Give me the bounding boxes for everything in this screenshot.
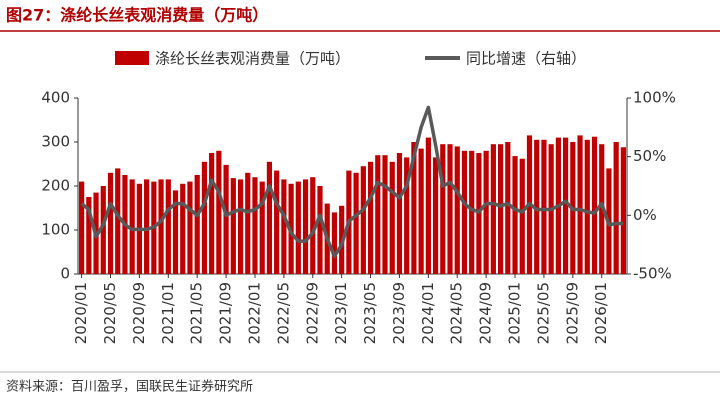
- bar: [172, 190, 179, 274]
- bar: [584, 139, 590, 274]
- bar: [389, 161, 395, 274]
- x-tick-label: 2025/01: [506, 282, 524, 344]
- bar: [461, 150, 468, 274]
- bar: [86, 197, 92, 274]
- bar: [512, 156, 518, 274]
- bar: [505, 142, 511, 274]
- bar: [201, 161, 208, 274]
- bar: [281, 179, 287, 274]
- bar: [577, 135, 583, 274]
- bar: [237, 179, 244, 274]
- bar: [360, 166, 366, 274]
- bar: [490, 144, 496, 274]
- bar: [144, 179, 150, 274]
- x-tick-label: 2022/01: [245, 282, 263, 344]
- bar: [562, 137, 569, 274]
- legend-swatch: [115, 51, 149, 65]
- bar: [353, 172, 359, 274]
- x-tick-label: 2023/05: [361, 282, 379, 344]
- bar: [302, 179, 309, 274]
- bar: [180, 183, 186, 274]
- y-tick-label: 0: [60, 265, 70, 283]
- bar: [187, 181, 193, 274]
- bar: [274, 170, 280, 274]
- bar: [418, 148, 424, 274]
- y-tick-label: 400: [41, 89, 70, 107]
- bar: [454, 146, 460, 274]
- x-tick-label: 2024/05: [448, 282, 466, 344]
- y2-tick-label: 50%: [633, 147, 666, 165]
- line: [80, 105, 624, 259]
- x-tick-label: 2020/05: [101, 282, 119, 344]
- bar: [425, 137, 431, 274]
- bar: [259, 181, 265, 274]
- bar: [331, 212, 338, 274]
- bar: [375, 155, 381, 274]
- y-tick-label: 100: [41, 221, 70, 239]
- bar: [245, 172, 251, 274]
- bar: [295, 181, 301, 274]
- bar: [469, 150, 475, 274]
- bar: [252, 177, 258, 274]
- x-tick-label: 2021/01: [159, 282, 177, 344]
- bar: [266, 161, 273, 274]
- x-tick-label: 2025/09: [563, 282, 581, 344]
- bar: [317, 186, 323, 274]
- x-tick-label: 2024/01: [419, 282, 437, 344]
- bar: [483, 150, 489, 274]
- bar: [432, 157, 439, 274]
- y-tick-label: 300: [41, 133, 70, 151]
- bar: [216, 150, 222, 274]
- bar: [100, 186, 106, 274]
- x-tick-label: 2023/01: [332, 282, 350, 344]
- bar: [158, 179, 164, 274]
- bar: [541, 139, 547, 274]
- bar: [129, 179, 135, 274]
- bar: [447, 144, 453, 274]
- x-tick-label: 2020/09: [130, 282, 148, 344]
- bar: [165, 179, 171, 274]
- bar: [79, 181, 85, 274]
- chart-title: 图27：涤纶长丝表观消费量（万吨）: [6, 6, 268, 25]
- x-tick-label: 2022/05: [274, 282, 292, 344]
- bar: [115, 168, 121, 274]
- bar: [194, 175, 200, 274]
- bar: [382, 155, 388, 274]
- bar: [404, 157, 410, 274]
- x-tick-label: 2025/05: [534, 282, 552, 344]
- source-note: 资料来源：百川盈孚，国联民生证券研究所: [6, 379, 253, 395]
- bar: [209, 153, 215, 274]
- bar: [107, 172, 114, 274]
- x-tick-label: 2021/05: [188, 282, 206, 344]
- x-tick-label: 2026/01: [592, 282, 610, 344]
- x-tick-label: 2020/01: [72, 282, 90, 344]
- bar: [497, 144, 504, 274]
- x-tick-label: 2023/09: [390, 282, 408, 344]
- bar: [591, 136, 598, 274]
- bar: [599, 144, 605, 274]
- bar: [310, 177, 316, 274]
- legend-label: 同比增速（右轴）: [466, 50, 586, 68]
- x-tick-label: 2024/09: [477, 282, 495, 344]
- bar: [440, 144, 446, 274]
- bar: [613, 142, 619, 274]
- bar: [411, 142, 417, 274]
- bar: [230, 178, 236, 274]
- bar: [223, 164, 229, 274]
- y2-tick-label: 100%: [633, 89, 676, 107]
- x-tick-label: 2021/09: [217, 282, 235, 344]
- y2-tick-label: 0%: [633, 206, 657, 224]
- x-tick-label: 2022/09: [303, 282, 321, 344]
- legend-label: 涤纶长丝表观消费量（万吨）: [155, 50, 350, 68]
- bar: [519, 158, 525, 274]
- bar: [620, 147, 626, 274]
- bar: [534, 139, 540, 274]
- y2-tick-label: -50%: [633, 265, 672, 283]
- y-tick-label: 200: [41, 177, 70, 195]
- bar: [396, 153, 403, 274]
- bar: [367, 161, 374, 274]
